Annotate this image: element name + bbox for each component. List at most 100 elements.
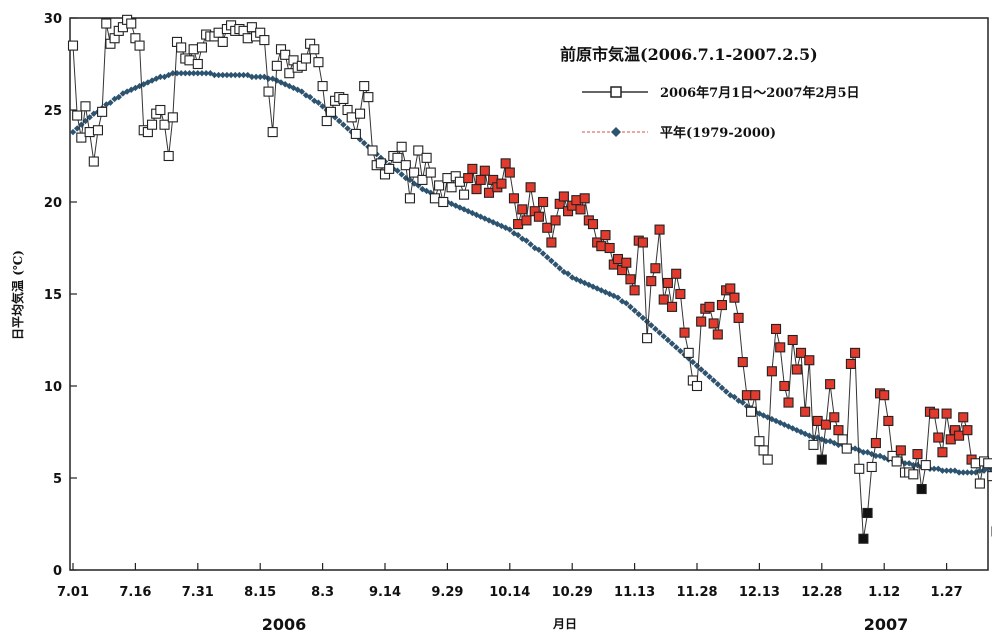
normal-point	[252, 73, 260, 81]
y-tick-label-5: 25	[44, 104, 62, 119]
y-tick-label-2: 10	[44, 380, 62, 395]
normal-point	[860, 449, 867, 456]
actual-point	[850, 347, 861, 358]
actual-point	[945, 434, 956, 445]
normal-point	[340, 121, 347, 128]
actual-point	[525, 182, 536, 193]
actual-point	[679, 327, 690, 338]
normal-point	[103, 101, 110, 108]
normal-point	[527, 241, 534, 248]
actual-point	[84, 127, 95, 138]
x-tick-label-14: 1.27	[931, 585, 963, 600]
actual-point	[309, 44, 320, 55]
normal-point	[635, 311, 642, 318]
normal-point	[643, 318, 651, 325]
actual-point	[280, 49, 291, 60]
actual-point	[542, 222, 553, 233]
normal-point	[394, 167, 401, 174]
normal-point	[623, 300, 630, 307]
actual-point	[321, 115, 332, 127]
actual-point	[916, 483, 927, 495]
normal-point	[976, 467, 984, 474]
actual-point	[363, 92, 374, 103]
normal-point	[627, 303, 634, 311]
y-tick-label-0: 0	[53, 564, 62, 579]
actual-point	[392, 152, 403, 163]
normal-point	[361, 139, 368, 147]
normal-point	[107, 99, 114, 106]
normal-point	[702, 369, 709, 377]
actual-point	[467, 163, 478, 174]
normal-point	[602, 288, 609, 296]
y-tick-label-3: 15	[44, 288, 62, 303]
actual-point	[787, 334, 798, 346]
normal-point	[302, 92, 310, 99]
actual-point	[97, 106, 108, 117]
normal-point	[198, 70, 206, 77]
actual-point	[167, 112, 178, 123]
actual-point	[671, 268, 682, 279]
normal-point	[119, 90, 127, 97]
actual-point	[508, 193, 520, 204]
actual-point	[325, 106, 336, 117]
normal-point	[718, 384, 726, 392]
y-tick-label-6: 30	[44, 12, 62, 27]
normal-point	[722, 388, 730, 395]
normal-point	[731, 393, 738, 401]
normal-point	[194, 70, 201, 77]
x-tick-label-13: 1.12	[868, 585, 900, 600]
normal-point	[211, 71, 218, 79]
actual-point	[866, 461, 877, 473]
normal-point	[735, 397, 742, 404]
normal-point	[244, 71, 251, 79]
normal-point	[69, 128, 77, 136]
normal-point	[631, 307, 638, 314]
actual-point	[770, 323, 782, 335]
actual-point	[729, 292, 740, 303]
actual-point	[895, 445, 906, 456]
x-tick-label-2: 7.31	[182, 585, 214, 600]
actual-point	[825, 379, 836, 390]
legend-label-actual: 2006年7月1日～2007年2月5日	[660, 85, 860, 101]
actual-point	[571, 195, 582, 206]
actual-point	[300, 53, 312, 64]
actual-point	[958, 412, 969, 423]
actual-point	[196, 42, 208, 53]
actual-point	[662, 277, 673, 289]
normal-point	[232, 71, 239, 79]
actual-point	[646, 276, 657, 287]
normal-point	[648, 322, 655, 329]
x-tick-label-1: 7.16	[119, 585, 151, 600]
normal-point	[539, 250, 547, 257]
actual-point	[762, 454, 773, 465]
actual-point	[313, 57, 324, 68]
y-axis-label: 日平均気温 (℃)	[10, 250, 25, 340]
normal-point	[257, 73, 264, 81]
actual-point	[163, 150, 174, 162]
actual-point	[621, 257, 632, 268]
actual-point	[359, 81, 370, 92]
x-tick-label-7: 10.14	[489, 585, 530, 600]
normal-point	[177, 70, 185, 77]
legend-marker-actual	[610, 86, 622, 98]
normal-point	[535, 246, 543, 254]
actual-point	[242, 33, 253, 44]
actual-point	[317, 81, 328, 92]
normal-point	[714, 380, 721, 388]
actual-point	[658, 294, 669, 305]
actual-point	[409, 167, 420, 178]
normal-point	[743, 403, 751, 410]
normal-point	[82, 117, 89, 125]
actual-point	[425, 167, 436, 178]
normal-point	[939, 467, 946, 474]
normal-point	[881, 454, 888, 461]
normal-point	[610, 292, 617, 300]
actual-point	[259, 35, 270, 46]
chart-title: 前原市気温(2006.7.1-2007.2.5)	[560, 45, 818, 64]
normal-point	[564, 270, 572, 277]
actual-point	[983, 458, 992, 469]
actual-point	[479, 165, 490, 176]
actual-point	[741, 390, 752, 401]
actual-point	[354, 108, 366, 119]
actual-point	[637, 237, 648, 248]
